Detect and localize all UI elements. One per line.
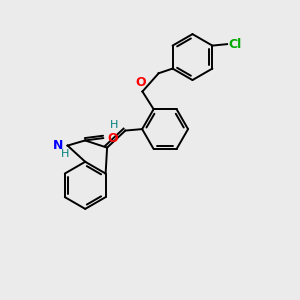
Text: H: H	[60, 149, 69, 159]
Text: H: H	[110, 120, 118, 130]
Text: Cl: Cl	[229, 38, 242, 51]
Text: N: N	[53, 139, 63, 152]
Text: O: O	[107, 132, 118, 145]
Text: O: O	[136, 76, 146, 88]
